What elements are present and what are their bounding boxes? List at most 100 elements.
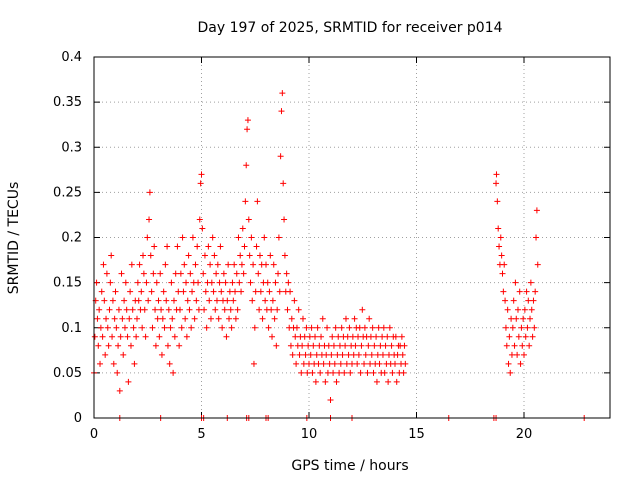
data-point bbox=[230, 297, 237, 304]
data-point bbox=[347, 369, 354, 376]
data-point bbox=[100, 261, 107, 268]
data-point bbox=[143, 279, 150, 286]
data-point bbox=[368, 351, 375, 358]
data-point bbox=[247, 279, 254, 286]
data-point bbox=[496, 243, 503, 250]
data-point bbox=[305, 342, 312, 349]
data-point bbox=[326, 360, 333, 367]
data-point bbox=[532, 288, 539, 295]
data-point bbox=[207, 261, 214, 268]
data-point bbox=[201, 252, 208, 259]
data-point bbox=[394, 351, 401, 358]
data-point bbox=[135, 297, 142, 304]
data-point bbox=[208, 279, 215, 286]
data-point bbox=[152, 342, 159, 349]
data-point bbox=[101, 297, 108, 304]
data-point bbox=[195, 306, 202, 313]
data-point bbox=[165, 306, 172, 313]
y-tick-label: 0.2 bbox=[61, 231, 82, 246]
data-point bbox=[262, 297, 269, 304]
data-point bbox=[98, 288, 105, 295]
data-point bbox=[93, 279, 100, 286]
data-point bbox=[203, 324, 210, 331]
data-point bbox=[191, 315, 198, 322]
data-point bbox=[131, 360, 138, 367]
data-point bbox=[120, 351, 127, 358]
data-point bbox=[187, 270, 194, 277]
data-point bbox=[237, 252, 244, 259]
data-point bbox=[224, 297, 231, 304]
data-point bbox=[298, 369, 305, 376]
data-point bbox=[97, 360, 104, 367]
data-point bbox=[385, 378, 392, 385]
data-point bbox=[323, 351, 330, 358]
data-point bbox=[524, 324, 531, 331]
data-point bbox=[210, 288, 217, 295]
data-point bbox=[356, 324, 363, 331]
data-point bbox=[376, 360, 383, 367]
data-point bbox=[124, 333, 131, 340]
data-point bbox=[512, 279, 519, 286]
data-point bbox=[336, 369, 343, 376]
data-point bbox=[195, 279, 202, 286]
y-tick-label: 0.05 bbox=[53, 366, 82, 381]
data-point bbox=[194, 243, 201, 250]
data-point bbox=[341, 369, 348, 376]
y-tick-label: 0.3 bbox=[61, 140, 82, 155]
data-point bbox=[346, 324, 353, 331]
data-point bbox=[202, 288, 209, 295]
data-point bbox=[367, 333, 374, 340]
data-point bbox=[103, 315, 110, 322]
data-point bbox=[345, 351, 352, 358]
data-point bbox=[188, 324, 195, 331]
data-point bbox=[252, 288, 259, 295]
data-point bbox=[138, 288, 145, 295]
data-point bbox=[508, 351, 515, 358]
data-point bbox=[373, 378, 380, 385]
data-point bbox=[221, 306, 228, 313]
data-point bbox=[232, 288, 239, 295]
data-point bbox=[380, 324, 387, 331]
data-point bbox=[301, 333, 308, 340]
data-point bbox=[276, 288, 283, 295]
data-point bbox=[121, 324, 128, 331]
data-point bbox=[213, 270, 220, 277]
y-tick-label: 0.35 bbox=[53, 95, 82, 110]
data-point bbox=[256, 252, 263, 259]
data-point bbox=[242, 198, 249, 205]
data-point bbox=[161, 324, 168, 331]
data-point bbox=[362, 351, 369, 358]
data-point bbox=[389, 369, 396, 376]
data-point bbox=[328, 351, 335, 358]
data-point bbox=[193, 297, 200, 304]
data-point bbox=[317, 369, 324, 376]
data-point bbox=[502, 297, 509, 304]
data-point bbox=[261, 234, 268, 241]
data-point bbox=[502, 324, 509, 331]
data-point bbox=[246, 252, 253, 259]
data-point bbox=[234, 306, 241, 313]
data-point bbox=[265, 324, 272, 331]
data-point bbox=[355, 351, 362, 358]
data-point bbox=[342, 342, 349, 349]
data-point bbox=[525, 297, 532, 304]
data-point bbox=[306, 333, 313, 340]
data-point bbox=[174, 243, 181, 250]
data-point bbox=[103, 270, 110, 277]
data-point bbox=[158, 351, 165, 358]
data-point bbox=[514, 306, 521, 313]
data-point bbox=[316, 342, 323, 349]
data-point bbox=[238, 261, 245, 268]
data-point bbox=[291, 297, 298, 304]
data-point bbox=[169, 315, 176, 322]
data-point bbox=[146, 189, 153, 196]
data-point bbox=[303, 324, 310, 331]
data-point bbox=[315, 360, 322, 367]
data-point bbox=[364, 369, 371, 376]
data-point bbox=[133, 333, 140, 340]
data-point bbox=[96, 306, 103, 313]
data-point bbox=[322, 378, 329, 385]
data-point bbox=[205, 243, 212, 250]
data-point bbox=[493, 171, 500, 178]
data-point bbox=[198, 171, 205, 178]
